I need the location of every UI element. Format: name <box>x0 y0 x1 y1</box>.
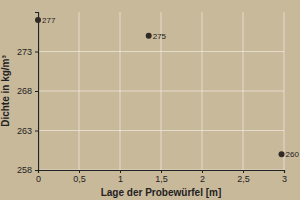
data-labels: 277 275 260 <box>42 16 299 159</box>
data-label: 260 <box>286 150 300 159</box>
x-tick-mark <box>243 170 244 173</box>
y-tick-label: 268 <box>17 86 32 96</box>
x-tick-label: 1 <box>118 174 123 184</box>
chart: 0 0,5 1 1,5 2 2,5 3 258 263 268 273 277 275 260 Lage d… <box>0 0 300 200</box>
x-tick: 1,5 <box>155 170 168 184</box>
y-axis-title: Dichte in kg/m³ <box>0 54 11 126</box>
grid-line-y <box>38 91 284 92</box>
x-tick: 0,5 <box>73 170 86 184</box>
y-tick: 258 <box>17 165 38 175</box>
x-tick-mark <box>79 170 80 173</box>
x-tick-label: 3 <box>282 174 287 184</box>
x-tick: 2,5 <box>237 170 250 184</box>
y-tick: 263 <box>17 126 38 136</box>
y-tick-mark <box>35 91 38 92</box>
y-tick-label: 273 <box>17 47 32 57</box>
data-label: 275 <box>153 32 167 41</box>
y-tick: 268 <box>17 86 38 96</box>
y-tick-mark <box>35 131 38 132</box>
grid-line-y <box>38 130 284 131</box>
points <box>35 17 285 157</box>
x-tick-mark <box>161 170 162 173</box>
y-tick-label: 258 <box>17 165 32 175</box>
plot: 0 0,5 1 1,5 2 2,5 3 258 263 268 273 277 275 260 <box>17 12 299 184</box>
axis-line <box>35 13 39 171</box>
grid <box>38 12 284 170</box>
x-tick-label: 0 <box>36 174 41 184</box>
x-tick-label: 1,5 <box>155 174 168 184</box>
point <box>146 33 152 39</box>
y-tick-mark <box>35 170 38 171</box>
grid-line-y <box>38 51 284 52</box>
y-axis: 258 263 268 273 <box>17 13 39 176</box>
x-tick-label: 2 <box>200 174 205 184</box>
y-tick-label: 263 <box>17 126 32 136</box>
y-tick-mark <box>35 52 38 53</box>
x-tick: 0 <box>36 170 41 184</box>
x-tick-mark <box>202 170 203 173</box>
x-tick: 3 <box>282 170 287 184</box>
x-tick: 2 <box>200 170 205 184</box>
point <box>279 151 285 157</box>
x-tick-mark <box>120 170 121 173</box>
x-tick-label: 0,5 <box>73 174 86 184</box>
data-label: 277 <box>42 16 56 25</box>
x-axis: 0 0,5 1 1,5 2 2,5 3 <box>36 170 287 184</box>
x-tick-mark <box>284 170 285 173</box>
y-tick: 273 <box>17 47 38 57</box>
x-axis-title: Lage der Probewürfel [m] <box>101 187 222 198</box>
axis-line <box>39 171 285 174</box>
point <box>35 17 41 23</box>
x-tick-label: 2,5 <box>237 174 250 184</box>
x-tick: 1 <box>118 170 123 184</box>
background <box>0 0 300 200</box>
